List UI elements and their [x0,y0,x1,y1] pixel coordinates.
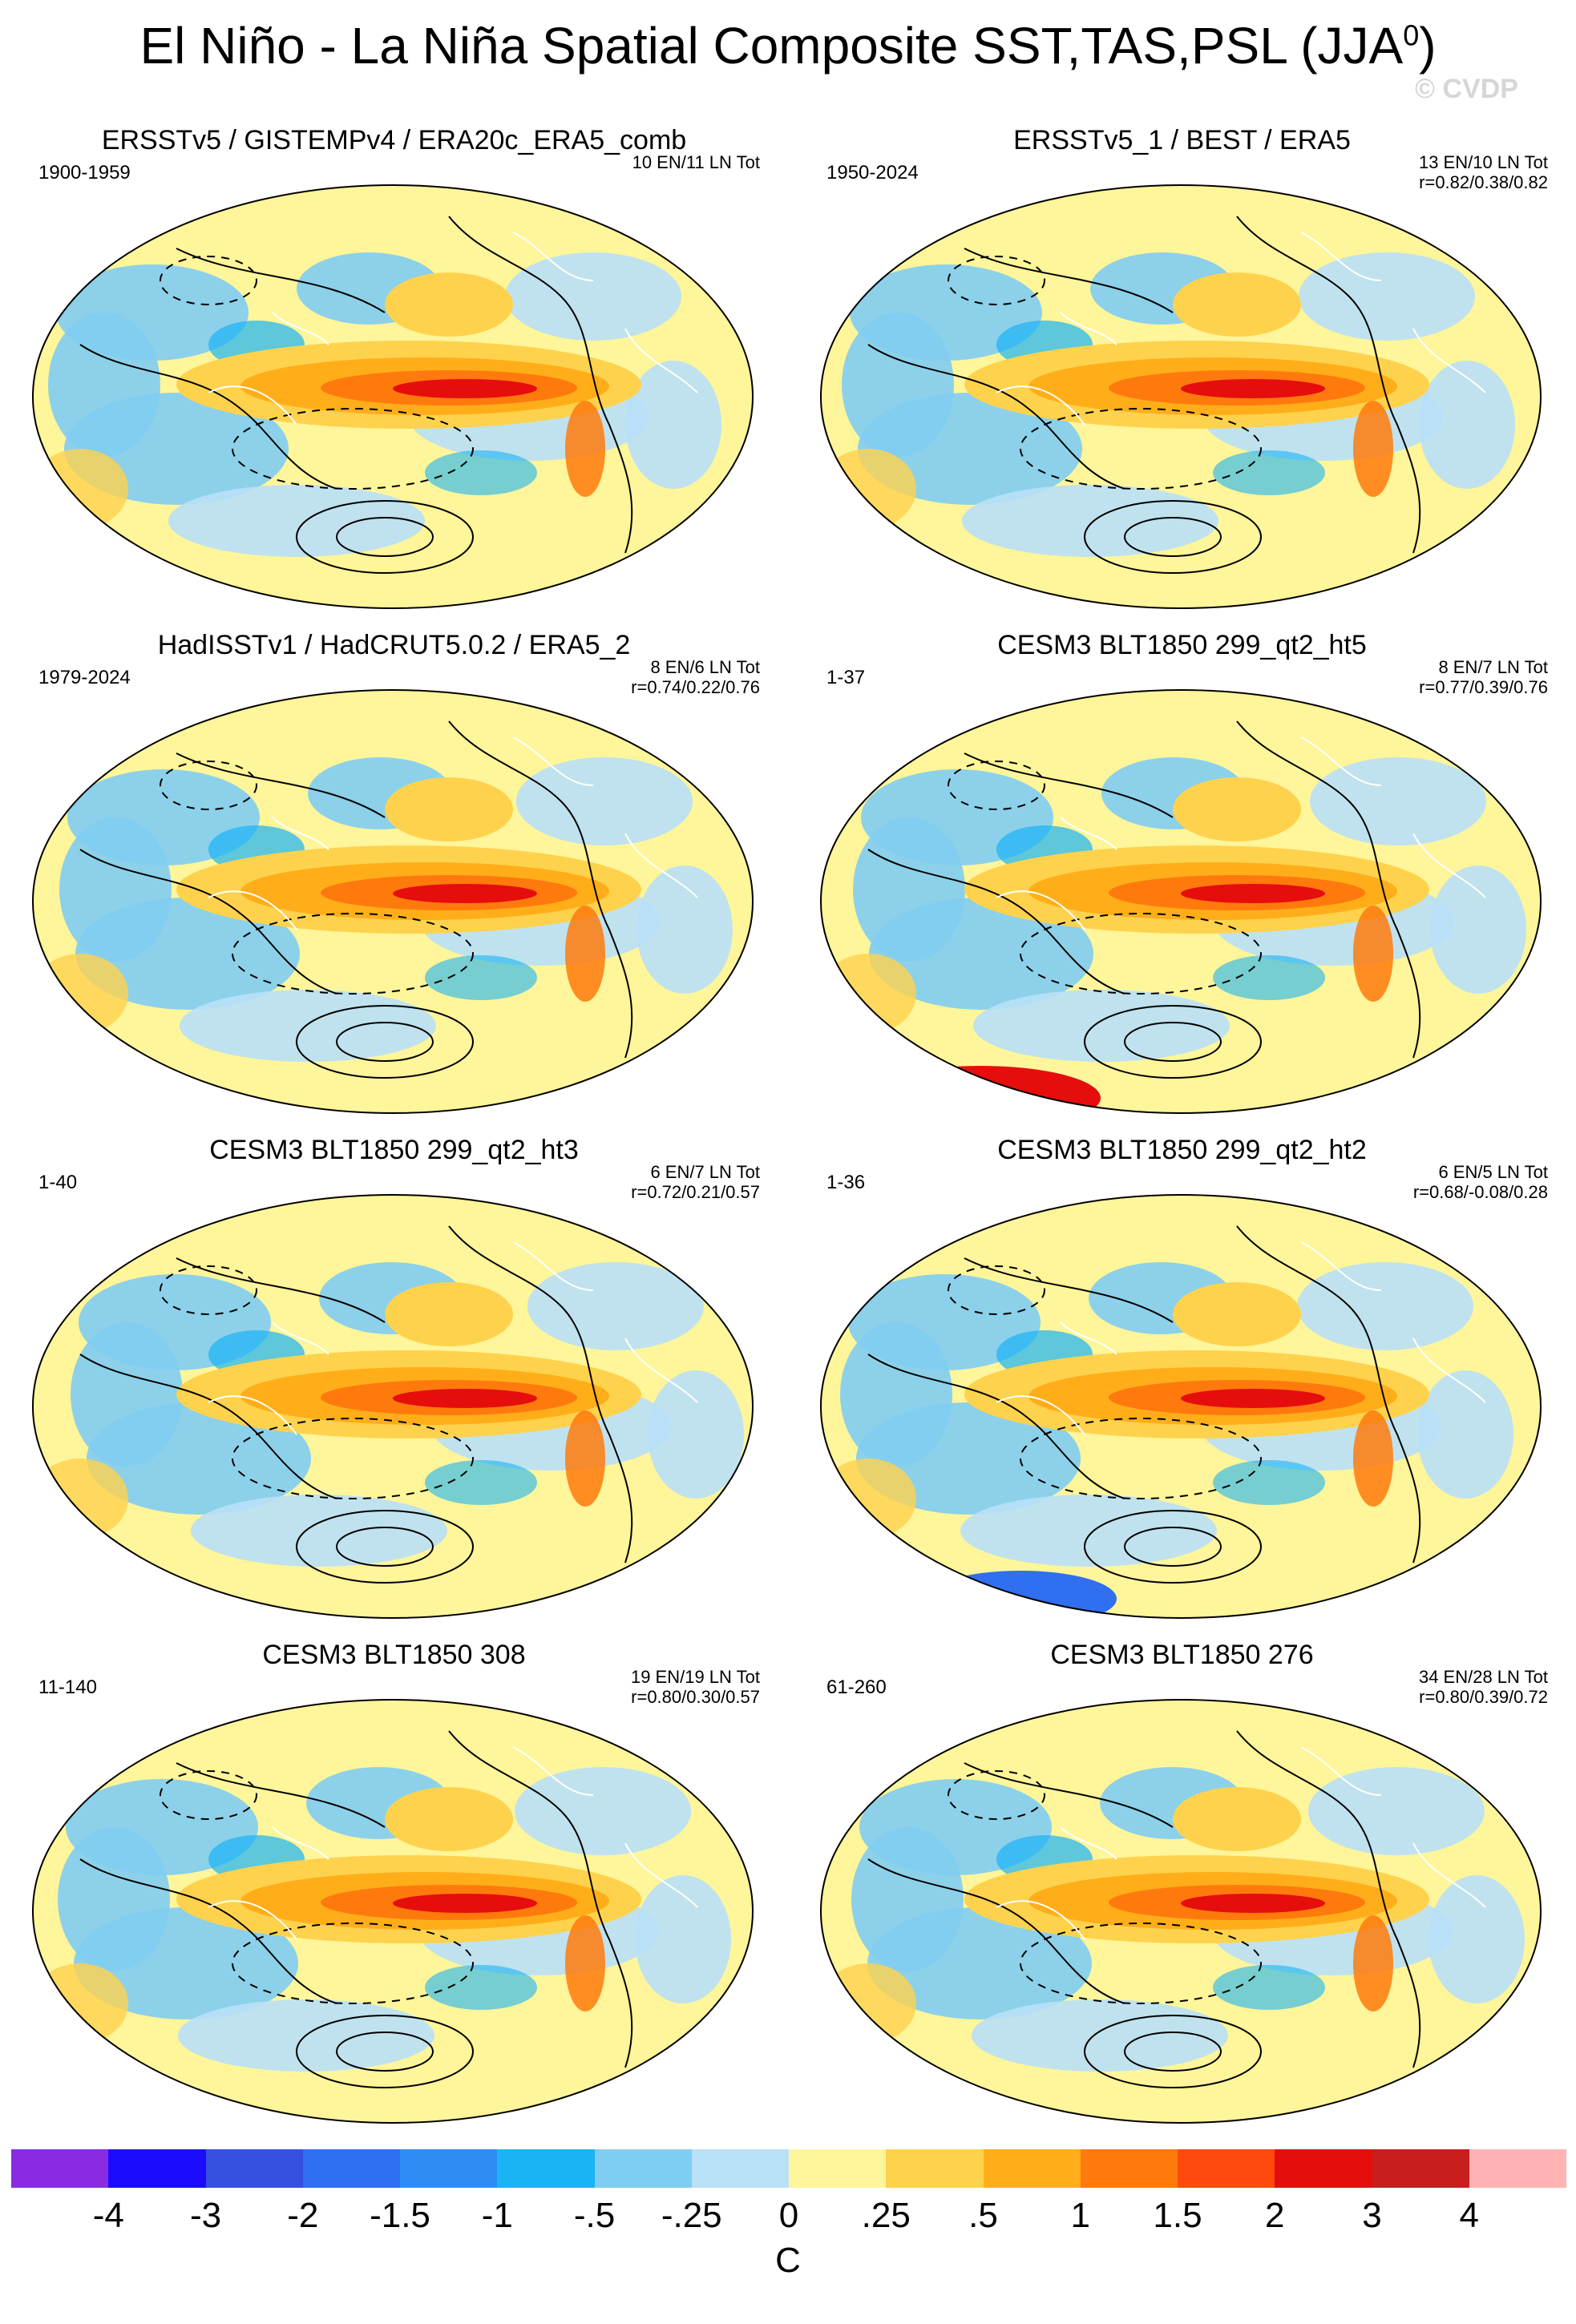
panel-title: CESM3 BLT1850 299_qt2_ht2 [997,1135,1367,1165]
panel-period: 1900-1959 [38,162,131,184]
colorbar-tick-label: -2 [287,2196,319,2235]
panel-period: 1-40 [38,1172,78,1193]
map-panel-3: HadISSTv1 / HadCRUT5.0.2 / ERA5_2 1979-2… [0,625,788,1170]
colorbar-swatch [1178,2149,1275,2188]
colorbar-swatch [594,2149,692,2188]
colorbar-swatch [1080,2149,1178,2188]
panel-title: CESM3 BLT1850 308 [262,1640,526,1670]
colorbar-tick-label: -.5 [573,2196,616,2235]
colorbar-swatch [400,2149,498,2188]
colorbar-swatch [1372,2149,1469,2188]
panel-title: ERSSTv5 / GISTEMPv4 / ERA20c_ERA5_comb [101,125,687,155]
colorbar-ticks: -4 -3 -2 -1.5 -1 -.5 -.25 0 .25 .5 1 1.5 2 3 4 [11,2196,1566,2236]
colorbar-units: C [775,2241,801,2280]
panel-period: 1950-2024 [826,162,919,184]
colorbar-swatch [983,2149,1081,2188]
globe-map [820,689,1542,1114]
map-panel-2: ERSSTv5_1 / BEST / ERA5 1950-2024 13 EN/… [788,120,1576,665]
panel-period: 61-260 [826,1676,887,1698]
globe-map [32,1699,754,2124]
map-panel-6: CESM3 BLT1850 299_qt2_ht2 1-36 6 EN/5 LN… [788,1130,1576,1675]
colorbar-tick-label: 4 [1459,2196,1479,2235]
panel-title: ERSSTv5_1 / BEST / ERA5 [1013,125,1351,155]
colorbar-tick-label: -3 [189,2196,222,2235]
colorbar-swatch [205,2149,303,2188]
panel-stats: 10 EN/11 LN Tot [632,152,760,172]
globe-map [820,184,1542,609]
colorbar-swatch [497,2149,595,2188]
colorbar-tick-label: 3 [1362,2196,1382,2235]
colorbar-tick-label: 0 [778,2196,799,2235]
colorbar-tick-label: .25 [861,2196,911,2235]
panel-period: 1979-2024 [38,667,131,688]
panel-stats: 6 EN/7 LN Tot r=0.72/0.21/0.57 [631,1162,760,1203]
colorbar-swatch [1469,2149,1566,2188]
panel-period: 1-36 [826,1172,866,1193]
panel-period: 1-37 [826,667,866,688]
map-panel-1: ERSSTv5 / GISTEMPv4 / ERA20c_ERA5_comb 1… [0,120,788,665]
map-panel-8: CESM3 BLT1850 276 61-260 34 EN/28 LN Tot… [788,1635,1576,2180]
colorbar-tick-label: -1 [481,2196,513,2235]
globe-map [32,184,754,609]
colorbar-tick-label: -.25 [661,2196,722,2235]
map-panel-7: CESM3 BLT1850 308 11-140 19 EN/19 LN Tot… [0,1635,788,2180]
panel-stats: 8 EN/7 LN Tot r=0.77/0.39/0.76 [1419,657,1548,698]
colorbar-swatch [886,2149,984,2188]
colorbar-tick-label: 1 [1070,2196,1090,2235]
colorbar-swatch [789,2149,887,2188]
panel-period: 11-140 [38,1676,97,1698]
colorbar-tick-label: -4 [92,2196,124,2235]
panel-stats: 8 EN/6 LN Tot r=0.74/0.22/0.76 [631,657,760,698]
panel-title: CESM3 BLT1850 299_qt2_ht5 [997,630,1367,660]
cvdp-watermark: © CVDP [1415,74,1518,104]
colorbar-tick-label: 2 [1265,2196,1285,2235]
colorbar [11,2149,1566,2188]
colorbar-swatch [11,2149,109,2188]
colorbar-tick-label: -1.5 [370,2196,430,2235]
map-panel-5: CESM3 BLT1850 299_qt2_ht3 1-40 6 EN/7 LN… [0,1130,788,1675]
globe-map [32,689,754,1114]
panel-title: CESM3 BLT1850 299_qt2_ht3 [209,1135,579,1165]
figure-title: El Niño - La Niña Spatial Composite SST,… [139,17,1437,75]
map-panel-4: CESM3 BLT1850 299_qt2_ht5 1-37 8 EN/7 LN… [788,625,1576,1170]
panel-stats: 6 EN/5 LN Tot r=0.68/-0.08/0.28 [1412,1162,1548,1203]
panel-stats: 19 EN/19 LN Tot r=0.80/0.30/0.57 [630,1667,760,1708]
colorbar-tick-label: .5 [968,2196,998,2235]
globe-map [820,1699,1542,2124]
colorbar-swatch [1275,2149,1372,2188]
panel-stats: 34 EN/28 LN Tot r=0.80/0.39/0.72 [1418,1667,1548,1708]
globe-map [820,1194,1542,1619]
panel-stats: 13 EN/10 LN Tot r=0.82/0.38/0.82 [1418,152,1548,193]
colorbar-tick-label: 1.5 [1153,2196,1202,2235]
globe-map [32,1194,754,1619]
panel-title: HadISSTv1 / HadCRUT5.0.2 / ERA5_2 [157,630,631,660]
colorbar-swatch [302,2149,400,2188]
colorbar-swatch [108,2149,206,2188]
colorbar-swatch [691,2149,789,2188]
panel-title: CESM3 BLT1850 276 [1050,1640,1314,1670]
